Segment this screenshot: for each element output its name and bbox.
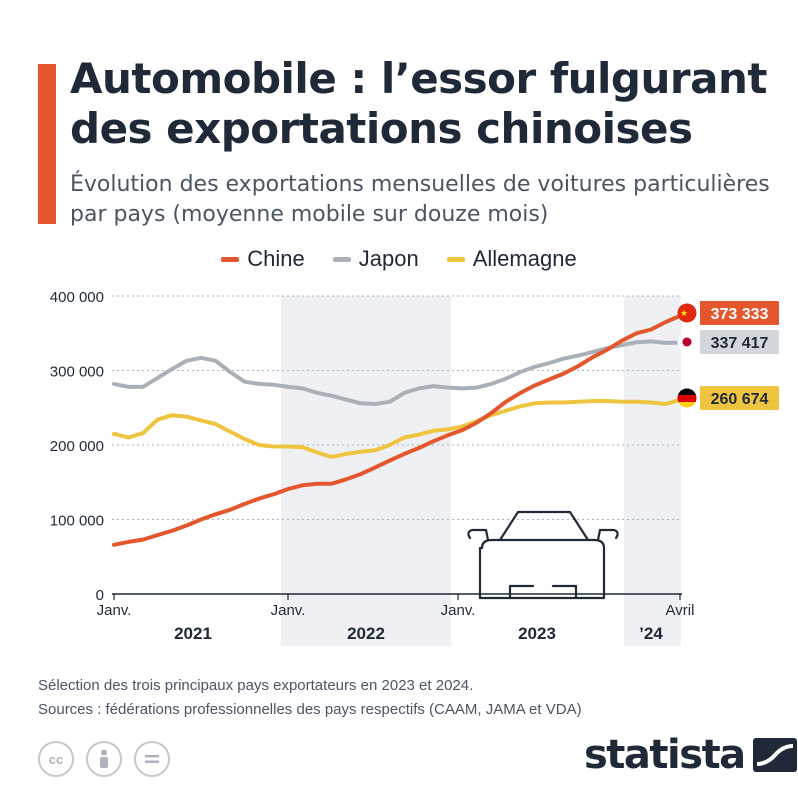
accent-bar <box>38 64 56 224</box>
flag-icon-chine: ★ <box>677 303 697 323</box>
legend-item-chine: Chine <box>221 246 305 272</box>
statista-wave-icon <box>752 738 797 772</box>
y-tick-label: 100 000 <box>50 513 104 530</box>
x-tick-label: Janv. <box>441 602 476 619</box>
flag-icon-allemagne <box>677 388 697 408</box>
legend-item-allemagne: Allemagne <box>446 246 577 272</box>
legend-label-chine: Chine <box>247 246 305 271</box>
flag-germany-black <box>677 388 697 395</box>
y-tick-label: 200 000 <box>50 438 104 455</box>
end-value-badge-chine <box>700 301 779 325</box>
flag-japan-sun <box>682 337 692 347</box>
end-value-badge-allemagne <box>700 386 779 410</box>
y-tick-label: 400 000 <box>50 289 104 306</box>
nd-equals-icon[interactable] <box>134 741 170 777</box>
x-tick-label: Avril <box>666 602 695 619</box>
flag-germany-stripes <box>677 388 697 408</box>
car-icon <box>467 510 619 600</box>
license-icons: cc <box>38 741 170 777</box>
flag-germany-gold <box>677 402 697 408</box>
series-line-japon <box>112 339 682 406</box>
page-subtitle: Évolution des exportations mensuelles de… <box>70 172 770 227</box>
selection-note: Sélection des trois principaux pays expo… <box>38 677 474 694</box>
end-value-label-japon: 337 417 <box>711 335 769 352</box>
chart-legend: Chine Japon Allemagne <box>0 246 798 272</box>
year-label: 2021 <box>174 624 212 643</box>
legend-item-japon: Japon <box>332 246 419 272</box>
y-tick-label: 0 <box>96 587 104 604</box>
legend-swatch-japon <box>332 256 351 262</box>
flag-china-star: ★ <box>680 309 688 319</box>
flag-germany-red <box>677 395 697 402</box>
page-title: Automobile : l’essor fulgurant des expor… <box>70 54 767 153</box>
year-label: 2022 <box>347 624 385 643</box>
year-label: 2023 <box>518 624 556 643</box>
legend-label-japon: Japon <box>358 246 419 271</box>
legend-label-allemagne: Allemagne <box>472 246 577 271</box>
statista-logo[interactable]: statista <box>584 732 797 778</box>
series-line-chine <box>112 313 682 547</box>
legend-swatch-chine <box>221 256 240 262</box>
y-tick-label: 300 000 <box>50 364 104 381</box>
end-value-badge-japon <box>700 330 779 354</box>
end-value-label-chine: 373 333 <box>711 306 769 323</box>
flag-icon-japon <box>677 332 697 352</box>
sources-note: Sources : fédérations professionnelles d… <box>38 701 582 718</box>
flag-china-disc <box>677 303 697 323</box>
legend-swatch-allemagne <box>446 256 465 262</box>
by-person-icon[interactable] <box>86 741 122 777</box>
x-tick-label: Janv. <box>97 602 132 619</box>
x-tick-label: Janv. <box>271 602 306 619</box>
brand-name: statista <box>584 732 746 778</box>
footnote: Sélection des trois principaux pays expo… <box>38 674 582 722</box>
end-value-label-allemagne: 260 674 <box>711 391 769 408</box>
cc-icon[interactable]: cc <box>38 741 74 777</box>
series-line-allemagne <box>112 397 682 459</box>
year-label: ’24 <box>639 624 663 643</box>
year-band-2024 <box>624 296 681 646</box>
